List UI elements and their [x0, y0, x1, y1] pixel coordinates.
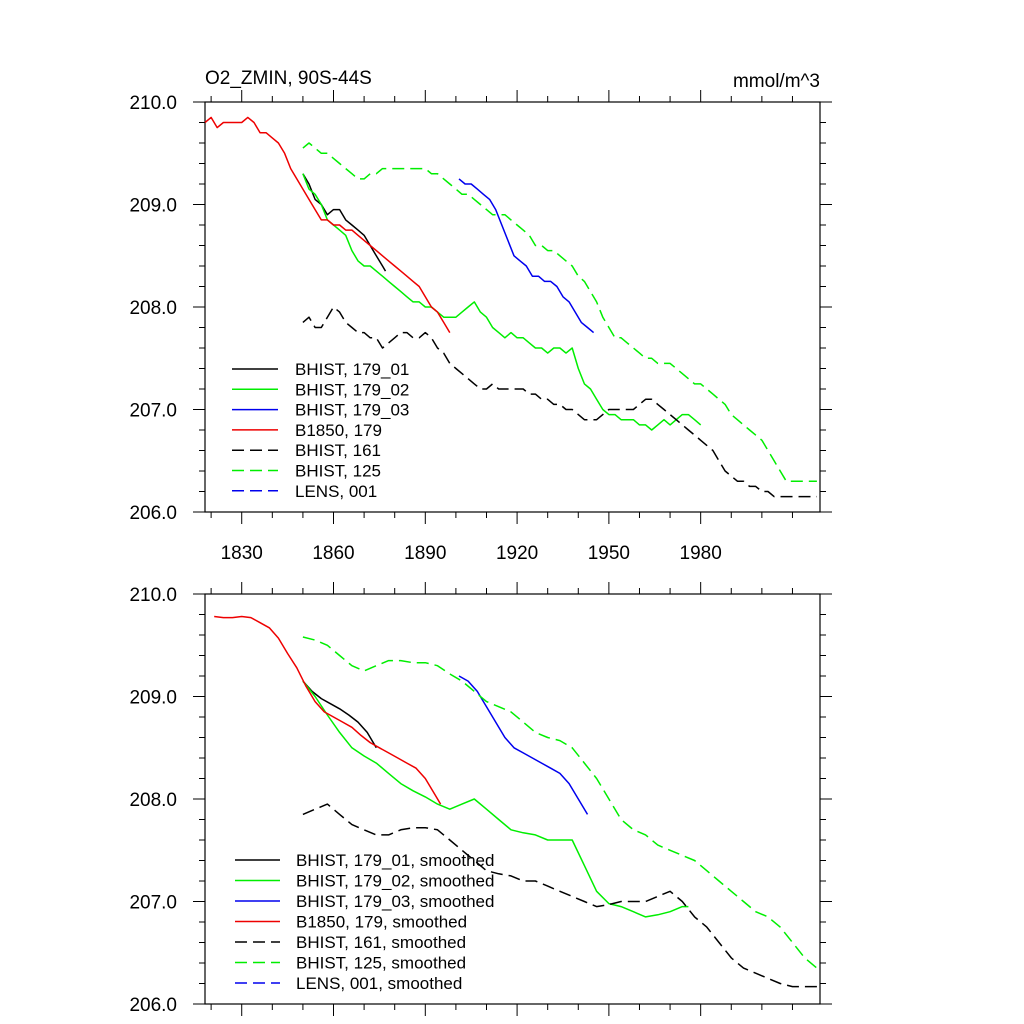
- y-tick-label: 206.0: [129, 995, 177, 1016]
- series-line-2: [458, 675, 589, 815]
- legend-label: BHIST, 161, smoothed: [296, 933, 466, 952]
- y-tick-label: 210.0: [129, 93, 177, 114]
- series-line-4: [302, 306, 817, 498]
- y-tick-label: 208.0: [129, 790, 177, 811]
- series-line-4: [302, 803, 817, 988]
- series-line-1: [302, 680, 689, 918]
- series-line-3: [204, 116, 451, 333]
- series-line-2: [458, 178, 595, 334]
- x-tick-label: 1920: [496, 543, 538, 564]
- legend-label: B1850, 179, smoothed: [296, 913, 467, 932]
- top-panel: 206.0 207.0 208.0 209.0 210.0 1830 1860 1890 192…: [129, 68, 832, 564]
- series-line-1: [302, 173, 702, 431]
- series-line-3: [214, 615, 442, 805]
- legend-label: B1850, 179: [295, 421, 382, 440]
- x-tick-label: 1980: [680, 543, 722, 564]
- series-line-0: [302, 680, 377, 749]
- legend-label: LENS, 001, smoothed: [296, 974, 462, 993]
- legend-label: BHIST, 179_01: [295, 360, 409, 379]
- y-tick-label: 209.0: [129, 688, 177, 709]
- legend-label: BHIST, 179_01, smoothed: [296, 851, 494, 870]
- legend-label: BHIST, 179_03, smoothed: [296, 892, 494, 911]
- legend-label: BHIST, 179_02, smoothed: [296, 872, 494, 891]
- legend-label: BHIST, 161: [295, 441, 381, 460]
- x-tick-label: 1830: [221, 543, 263, 564]
- chart-title: O2_ZMIN, 90S-44S: [205, 68, 372, 89]
- legend-label: LENS, 001: [295, 482, 377, 501]
- legend-label: BHIST, 125, smoothed: [296, 954, 466, 973]
- bottom-panel: 206.0 207.0 208.0 209.0 210.0 BHIST, 179_01, …: [129, 582, 832, 1016]
- units-label: mmol/m^3: [733, 71, 820, 92]
- y-tick-label: 207.0: [129, 401, 177, 422]
- series-line-5: [302, 636, 818, 969]
- y-tick-label: 207.0: [129, 893, 177, 914]
- x-tick-label: 1860: [312, 543, 354, 564]
- x-tick-label: 1950: [588, 543, 630, 564]
- x-tick-label: 1890: [404, 543, 446, 564]
- series-line-0: [302, 173, 387, 272]
- legend-label: BHIST, 125: [295, 462, 381, 481]
- y-tick-label: 210.0: [129, 585, 177, 606]
- series-line-5: [302, 142, 817, 482]
- y-tick-label: 206.0: [129, 503, 177, 524]
- y-tick-label: 209.0: [129, 196, 177, 217]
- legend-label: BHIST, 179_03: [295, 401, 409, 420]
- y-tick-label: 208.0: [129, 298, 177, 319]
- legend-label: BHIST, 179_02: [295, 380, 409, 399]
